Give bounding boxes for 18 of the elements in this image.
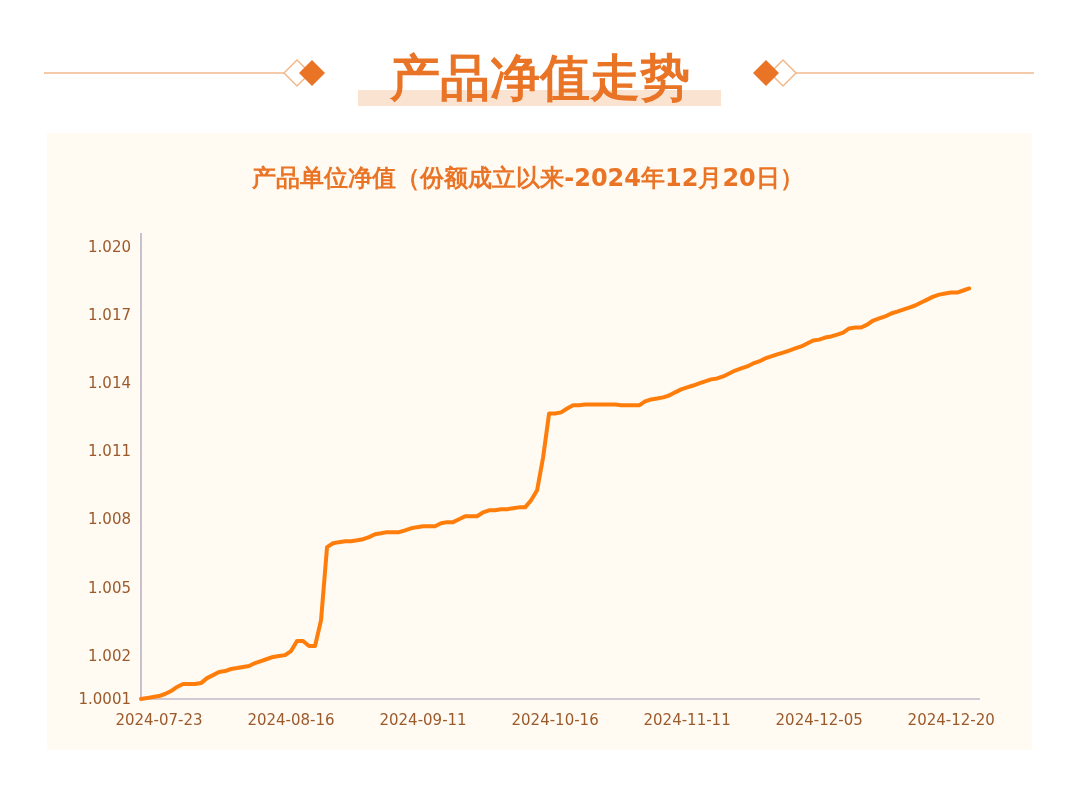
x-tick-label: 2024-10-16 bbox=[511, 711, 599, 729]
y-tick-label: 1.014 bbox=[88, 374, 131, 393]
x-tick-label: 2024-12-20 bbox=[907, 711, 995, 729]
x-tick-label: 2024-08-16 bbox=[247, 711, 335, 729]
x-tick-label: 2024-09-11 bbox=[379, 711, 467, 729]
x-tick-label: 2024-11-11 bbox=[643, 711, 731, 729]
x-tick-label: 2024-12-05 bbox=[775, 711, 863, 729]
y-tick-label: 1.017 bbox=[88, 305, 131, 324]
y-tick-label: 1.002 bbox=[88, 646, 131, 665]
x-tick-label: 2024-07-23 bbox=[115, 711, 203, 729]
y-tick-label: 1.011 bbox=[88, 442, 131, 461]
y-tick-label: 1.0001 bbox=[78, 690, 131, 708]
y-tick-label: 1.008 bbox=[88, 510, 131, 529]
chart-title: 产品净值走势 bbox=[389, 49, 690, 107]
y-tick-label: 1.020 bbox=[88, 237, 131, 256]
y-tick-label: 1.005 bbox=[88, 578, 131, 597]
chart-subtitle: 产品单位净值（份额成立以来-2024年12月20日） bbox=[251, 164, 804, 192]
line-series bbox=[139, 286, 972, 701]
